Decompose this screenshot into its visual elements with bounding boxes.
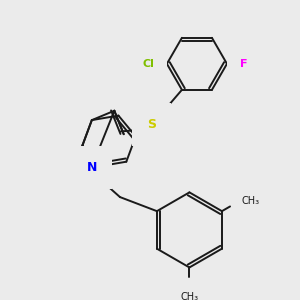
Text: CH₃: CH₃ — [180, 292, 199, 300]
Text: N: N — [87, 160, 97, 173]
Text: Cl: Cl — [142, 59, 154, 69]
Text: F: F — [240, 59, 247, 69]
Text: CH₃: CH₃ — [242, 196, 260, 206]
Text: S: S — [147, 118, 156, 131]
